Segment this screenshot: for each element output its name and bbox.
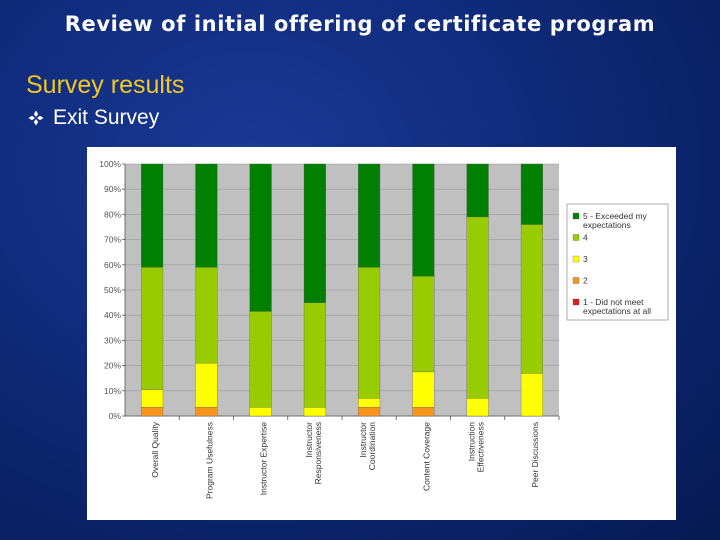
x-tick-label: Overall Quality bbox=[150, 421, 160, 477]
bar-segment bbox=[141, 267, 164, 390]
bar-segment bbox=[358, 267, 381, 399]
x-tick-label: Peer Discussions bbox=[530, 422, 540, 488]
bar-segment bbox=[520, 373, 543, 417]
section-heading: Survey results bbox=[26, 71, 185, 99]
bar-segment bbox=[466, 163, 489, 218]
bar-segment bbox=[466, 216, 489, 399]
legend-swatch bbox=[572, 277, 580, 284]
legend-label: 1 - Did not meet expectations at all bbox=[583, 297, 651, 316]
stacked-bar-chart: 0% 10% 20% 30% 40% 50% 60% 70% 80% 90% 100% Overall… bbox=[99, 159, 669, 499]
bar-segment bbox=[249, 163, 272, 312]
y-tick-label: 80% bbox=[104, 209, 121, 219]
x-tick-label: Program Usefulness bbox=[204, 422, 214, 499]
bar-segment bbox=[520, 163, 543, 225]
chart-legend bbox=[566, 203, 669, 321]
x-tick-label: InstructorResponsiveness bbox=[304, 422, 323, 485]
legend-label: 5 - Exceeded my expectations bbox=[583, 211, 648, 230]
bar-segment bbox=[412, 407, 435, 417]
bar-segment bbox=[358, 407, 381, 417]
bar-segment bbox=[141, 163, 164, 268]
y-tick-label: 0% bbox=[109, 411, 122, 421]
bar-segment bbox=[412, 163, 435, 277]
bar-segment bbox=[520, 224, 543, 374]
bar-segment bbox=[412, 371, 435, 408]
x-tick-label: InstructionEffectiveness bbox=[467, 422, 486, 473]
bullet-item: Exit Survey bbox=[28, 106, 159, 130]
y-tick-label: 100% bbox=[99, 159, 121, 169]
y-tick-label: 50% bbox=[104, 285, 121, 295]
bar-segment bbox=[141, 389, 164, 408]
y-tick-label: 40% bbox=[104, 310, 121, 320]
bar-segment bbox=[303, 163, 326, 303]
legend-label: 4 bbox=[583, 233, 588, 243]
y-tick-label: 30% bbox=[104, 335, 121, 345]
bar-segment bbox=[358, 163, 381, 268]
bar-segment bbox=[303, 407, 326, 417]
legend-label: 3 bbox=[583, 254, 588, 264]
y-tick-label: 60% bbox=[104, 260, 121, 270]
y-tick-label: 90% bbox=[104, 184, 121, 194]
legend-swatch bbox=[572, 255, 580, 263]
bar-segment bbox=[249, 311, 272, 408]
x-tick-label: InstructorCoordination bbox=[358, 422, 377, 470]
legend-swatch bbox=[572, 212, 580, 220]
bar-segment bbox=[141, 407, 164, 417]
legend-label: 2 bbox=[583, 276, 588, 286]
bar-segment bbox=[358, 398, 381, 408]
bar-segment bbox=[466, 398, 489, 417]
bar-segment bbox=[195, 362, 218, 408]
legend-swatch bbox=[572, 234, 580, 241]
bullet-text: Exit Survey bbox=[53, 106, 160, 129]
bar-segment bbox=[195, 407, 218, 417]
bar-segment bbox=[195, 163, 218, 268]
bar-segment bbox=[249, 407, 272, 417]
y-tick-label: 20% bbox=[104, 361, 121, 371]
bar-segment bbox=[303, 302, 326, 408]
legend-swatch bbox=[572, 298, 580, 306]
bar-segment bbox=[195, 267, 218, 364]
chart-panel: 0% 10% 20% 30% 40% 50% 60% 70% 80% 90% 100% Overall… bbox=[87, 147, 676, 520]
slide-title: Review of initial offering of certificat… bbox=[64, 12, 656, 36]
x-tick-label: Content Coverage bbox=[421, 422, 431, 491]
y-tick-label: 70% bbox=[104, 235, 121, 245]
bar-segment bbox=[412, 275, 435, 373]
x-tick-label: Instructor Expertise bbox=[259, 422, 269, 495]
y-tick-label: 10% bbox=[104, 386, 121, 396]
diamond-clover-bullet-icon bbox=[28, 110, 44, 126]
